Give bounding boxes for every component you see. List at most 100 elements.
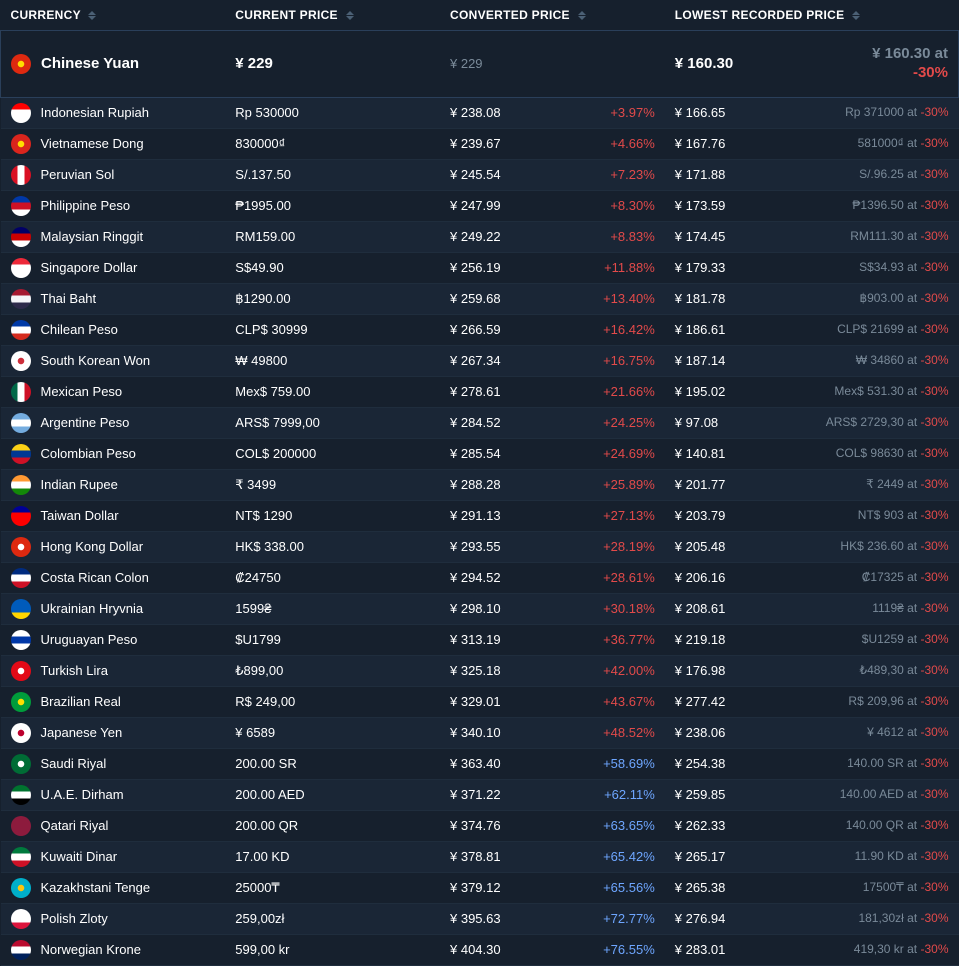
table-row[interactable]: Hong Kong DollarHK$ 338.00¥ 293.55+28.19… <box>1 531 959 562</box>
table-row[interactable]: Indian Rupee₹ 3499¥ 288.28+25.89%¥ 201.7… <box>1 469 959 500</box>
currency-name: Turkish Lira <box>41 663 108 678</box>
table-row[interactable]: Malaysian RinggitRM159.00¥ 249.22+8.83%¥… <box>1 221 959 252</box>
table-row[interactable]: Kuwaiti Dinar17.00 KD¥ 378.81+65.42%¥ 26… <box>1 841 959 872</box>
table-row[interactable]: Turkish Lira₺899,00¥ 325.18+42.00%¥ 176.… <box>1 655 959 686</box>
lowest-note: R$ 209,96 at <box>848 694 920 708</box>
lowest-discount-pct: -30% <box>920 260 948 274</box>
current-price: 200.00 SR <box>235 756 296 771</box>
current-price: 17.00 KD <box>235 849 289 864</box>
lowest-price: ¥ 181.78 <box>675 291 726 306</box>
price-change-pct: +72.77% <box>603 911 655 926</box>
col-header-label: CURRENCY <box>11 8 81 22</box>
currency-name: Chilean Peso <box>41 322 118 337</box>
currency-name: Malaysian Ringgit <box>41 229 144 244</box>
col-header-currency[interactable]: CURRENCY <box>1 0 226 31</box>
flag-icon <box>11 940 31 960</box>
flag-icon <box>11 258 31 278</box>
lowest-price: ¥ 171.88 <box>675 167 726 182</box>
converted-price: ¥ 293.55 <box>450 539 501 554</box>
price-change-pct: +62.11% <box>604 787 655 802</box>
lowest-discount-pct: -30% <box>920 353 948 367</box>
table-row[interactable]: South Korean Won₩ 49800¥ 267.34+16.75%¥ … <box>1 345 959 376</box>
current-price: 599,00 kr <box>235 942 289 957</box>
col-header-current[interactable]: CURRENT PRICE <box>225 0 440 31</box>
price-change-pct: +43.67% <box>603 694 655 709</box>
col-header-converted[interactable]: CONVERTED PRICE <box>440 0 665 31</box>
converted-price: ¥ 278.61 <box>450 384 501 399</box>
table-row[interactable]: Japanese Yen¥ 6589¥ 340.10+48.52%¥ 238.0… <box>1 717 959 748</box>
table-row[interactable]: Brazilian RealR$ 249,00¥ 329.01+43.67%¥ … <box>1 686 959 717</box>
lowest-price: ¥ 160.30 <box>675 55 733 72</box>
flag-icon <box>11 134 31 154</box>
table-row[interactable]: Ukrainian Hryvnia1599₴¥ 298.10+30.18%¥ 2… <box>1 593 959 624</box>
table-row[interactable]: Taiwan DollarNT$ 1290¥ 291.13+27.13%¥ 20… <box>1 500 959 531</box>
lowest-discount-pct: -30% <box>920 384 948 398</box>
table-row[interactable]: Qatari Riyal200.00 QR¥ 374.76+63.65%¥ 26… <box>1 810 959 841</box>
flag-icon <box>11 506 31 526</box>
lowest-note: 1119₴ at <box>872 601 920 615</box>
current-price: 25000₸ <box>235 880 279 895</box>
lowest-note: RM111.30 at <box>850 229 920 243</box>
price-change-pct: +3.97% <box>610 105 654 120</box>
price-change-pct: +4.66% <box>610 136 654 151</box>
table-row[interactable]: Indonesian RupiahRp 530000¥ 238.08+3.97%… <box>1 97 959 128</box>
lowest-note: ₱1396.50 at <box>852 198 920 212</box>
current-price: S$49.90 <box>235 260 283 275</box>
lowest-discount-pct: -30% <box>920 818 948 832</box>
price-change-pct: +8.30% <box>610 198 654 213</box>
table-row[interactable]: Uruguayan Peso$U1799¥ 313.19+36.77%¥ 219… <box>1 624 959 655</box>
table-row[interactable]: Argentine PesoARS$ 7999,00¥ 284.52+24.25… <box>1 407 959 438</box>
lowest-discount-pct: -30% <box>920 632 948 646</box>
lowest-discount-pct: -30% <box>920 880 948 894</box>
lowest-note: ¥ 160.30 at <box>872 45 948 62</box>
lowest-discount-pct: -30% <box>920 167 948 181</box>
current-price: 830000₫ <box>235 136 285 151</box>
currency-price-table: CURRENCY CURRENT PRICE CONVERTED PRICE L… <box>0 0 959 966</box>
table-row[interactable]: Polish Zloty259,00zł¥ 395.63+72.77%¥ 276… <box>1 903 959 934</box>
table-row[interactable]: Singapore DollarS$49.90¥ 256.19+11.88%¥ … <box>1 252 959 283</box>
table-row[interactable]: Colombian PesoCOL$ 200000¥ 285.54+24.69%… <box>1 438 959 469</box>
table-row[interactable]: Thai Baht฿1290.00¥ 259.68+13.40%¥ 181.78… <box>1 283 959 314</box>
table-row[interactable]: Kazakhstani Tenge25000₸¥ 379.12+65.56%¥ … <box>1 872 959 903</box>
lowest-price: ¥ 265.38 <box>675 880 726 895</box>
converted-price: ¥ 313.19 <box>450 632 501 647</box>
flag-icon <box>11 227 31 247</box>
current-price: CLP$ 30999 <box>235 322 307 337</box>
price-change-pct: +11.88% <box>604 260 655 275</box>
table-row[interactable]: Chilean PesoCLP$ 30999¥ 266.59+16.42%¥ 1… <box>1 314 959 345</box>
sort-icon <box>346 11 354 20</box>
col-header-lowest[interactable]: LOWEST RECORDED PRICE <box>665 0 959 31</box>
lowest-note: CLP$ 21699 at <box>837 322 920 336</box>
lowest-note: $U1259 at <box>862 632 921 646</box>
table-row[interactable]: Philippine Peso₱1995.00¥ 247.99+8.30%¥ 1… <box>1 190 959 221</box>
converted-price: ¥ 379.12 <box>450 880 501 895</box>
current-price: ฿1290.00 <box>235 291 290 306</box>
lowest-price: ¥ 167.76 <box>675 136 726 151</box>
converted-price: ¥ 239.67 <box>450 136 501 151</box>
table-row[interactable]: Chinese Yuan¥ 229¥ 229¥ 160.30¥ 160.30 a… <box>1 31 959 98</box>
currency-name: Indian Rupee <box>41 477 118 492</box>
lowest-price: ¥ 195.02 <box>675 384 726 399</box>
flag-icon <box>11 661 31 681</box>
currency-name: Costa Rican Colon <box>41 570 149 585</box>
currency-name: Colombian Peso <box>41 446 136 461</box>
sort-icon <box>578 11 586 20</box>
table-row[interactable]: Costa Rican Colon₡24750¥ 294.52+28.61%¥ … <box>1 562 959 593</box>
lowest-price: ¥ 265.17 <box>675 849 726 864</box>
table-row[interactable]: Norwegian Krone599,00 kr¥ 404.30+76.55%¥… <box>1 934 959 965</box>
currency-name: Singapore Dollar <box>41 260 138 275</box>
lowest-discount-pct: -30% <box>920 477 948 491</box>
table-row[interactable]: Mexican PesoMex$ 759.00¥ 278.61+21.66%¥ … <box>1 376 959 407</box>
lowest-discount-pct: -30% <box>920 508 948 522</box>
table-row[interactable]: Vietnamese Dong830000₫¥ 239.67+4.66%¥ 16… <box>1 128 959 159</box>
table-row[interactable]: Peruvian SolS/.137.50¥ 245.54+7.23%¥ 171… <box>1 159 959 190</box>
table-row[interactable]: U.A.E. Dirham200.00 AED¥ 371.22+62.11%¥ … <box>1 779 959 810</box>
current-price: ₩ 49800 <box>235 353 287 368</box>
lowest-note: ฿903.00 at <box>859 291 920 305</box>
lowest-discount-pct: -30% <box>920 322 948 336</box>
lowest-price: ¥ 97.08 <box>675 415 718 430</box>
flag-icon <box>11 723 31 743</box>
lowest-note: HK$ 236.60 at <box>840 539 920 553</box>
table-row[interactable]: Saudi Riyal200.00 SR¥ 363.40+58.69%¥ 254… <box>1 748 959 779</box>
lowest-discount-pct: -30% <box>920 229 948 243</box>
